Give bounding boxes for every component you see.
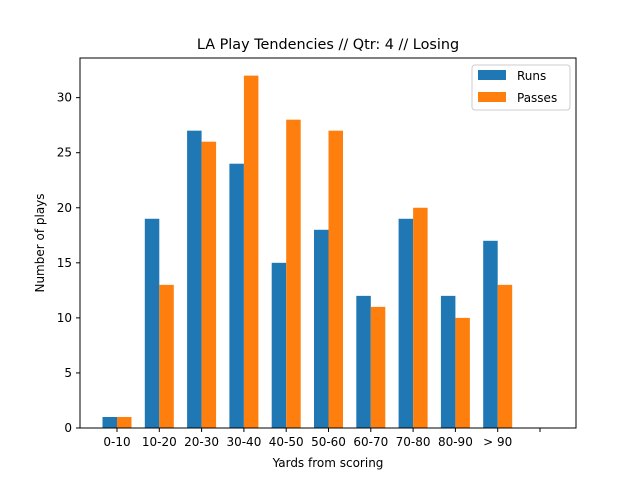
- legend-swatch-passes: [478, 92, 506, 102]
- y-tick-label: 5: [64, 366, 72, 380]
- x-tick-label: 10-20: [142, 435, 177, 449]
- bar-runs-5: [314, 229, 329, 428]
- y-tick-label: 15: [57, 256, 72, 270]
- y-axis-label: Number of plays: [33, 193, 47, 292]
- bar-passes-9: [497, 284, 513, 428]
- x-tick-label: 40-50: [269, 435, 304, 449]
- y-tick-label: 30: [57, 91, 72, 105]
- bar-passes-8: [455, 317, 470, 428]
- x-tick-label: 60-70: [353, 435, 388, 449]
- bar-passes-2: [201, 141, 217, 428]
- bar-runs-6: [356, 295, 371, 428]
- chart-title: LA Play Tendencies // Qtr: 4 // Losing: [197, 37, 459, 53]
- y-tick-label: 25: [57, 146, 72, 160]
- x-tick-label: 20-30: [184, 435, 219, 449]
- x-ticks: 0-10 10-20 20-30 30-40 40-50 50-60 60-70 70-80 8…: [103, 428, 541, 449]
- x-tick-label: > 90: [483, 435, 512, 449]
- bar-passes-6: [370, 306, 386, 428]
- legend-label-runs: Runs: [517, 69, 546, 83]
- bar-runs-7: [398, 218, 414, 428]
- x-axis-label: Yards from scoring: [272, 456, 384, 470]
- bar-passes-1: [159, 284, 174, 428]
- bar-passes-5: [328, 130, 343, 428]
- bar-runs-9: [483, 240, 498, 428]
- bar-runs-1: [144, 218, 160, 428]
- y-tick-label: 20: [57, 201, 72, 215]
- x-tick-label: 0-10: [103, 435, 130, 449]
- x-tick-label: 50-60: [311, 435, 346, 449]
- legend-swatch-runs: [478, 70, 506, 80]
- legend: Runs Passes: [471, 64, 571, 111]
- x-tick-label: 30-40: [226, 435, 261, 449]
- y-tick-label: 10: [57, 311, 72, 325]
- bar-passes-4: [286, 119, 301, 429]
- axes-frame: [79, 57, 577, 429]
- bar-passes-3: [243, 75, 259, 428]
- x-tick-label: 70-80: [396, 435, 431, 449]
- bar-runs-4: [271, 262, 287, 428]
- bar-runs-0: [102, 416, 117, 428]
- y-tick-label: 0: [64, 421, 72, 435]
- bar-runs-2: [187, 130, 202, 428]
- bar-runs-8: [440, 295, 456, 428]
- bar-passes-0: [117, 416, 132, 428]
- bar-passes-7: [413, 207, 428, 428]
- legend-label-passes: Passes: [517, 91, 557, 105]
- x-tick-label: 80-90: [438, 435, 473, 449]
- y-ticks: 0 5 10 15 20 25 30: [57, 91, 80, 435]
- bars-group: [102, 75, 513, 429]
- bar-runs-3: [229, 163, 244, 428]
